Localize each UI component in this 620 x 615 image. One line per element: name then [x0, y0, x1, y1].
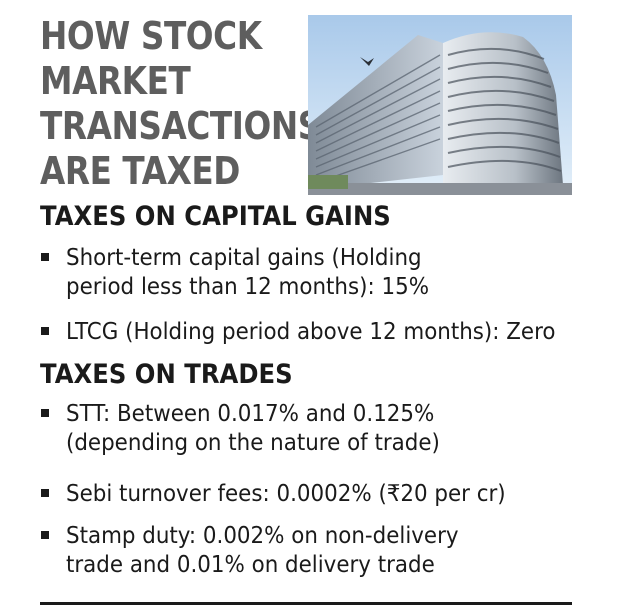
title-line-3: TRANSACTIONS	[40, 104, 321, 148]
title-line-2: MARKET	[40, 59, 191, 103]
capital-gains-heading: TAXES ON CAPITAL GAINS	[40, 201, 391, 232]
building-photo-illustration	[308, 15, 572, 195]
building-photo	[308, 15, 572, 195]
bullet-square-icon	[41, 327, 49, 335]
title-line-4: ARE TAXED	[40, 149, 240, 193]
list-item-text: Stamp duty: 0.002% on non-delivery trade…	[66, 522, 459, 580]
list-item-text: Short-term capital gains (Holding period…	[66, 244, 429, 302]
list-item-line: Stamp duty: 0.002% on non-delivery	[66, 523, 459, 549]
list-item-line: LTCG (Holding period above 12 months): Z…	[66, 319, 556, 345]
bullet-square-icon	[41, 531, 49, 539]
bottom-divider	[40, 602, 572, 605]
list-item-text: STT: Between 0.017% and 0.125% (dependin…	[66, 400, 440, 458]
list-item-line: Short-term capital gains (Holding	[66, 245, 422, 271]
list-item-line: (depending on the nature of trade)	[66, 430, 440, 456]
list-item-line: period less than 12 months): 15%	[66, 274, 430, 300]
title-line-1: HOW STOCK	[40, 14, 262, 58]
bullet-square-icon	[41, 409, 49, 417]
bullet-square-icon	[41, 489, 49, 497]
bullet-square-icon	[41, 253, 49, 261]
list-item-text: LTCG (Holding period above 12 months): Z…	[66, 318, 555, 347]
trades-heading: TAXES ON TRADES	[40, 359, 293, 390]
list-item-text: Sebi turnover fees: 0.0002% (₹20 per cr)	[66, 480, 506, 509]
list-item-line: trade and 0.01% on delivery trade	[66, 552, 435, 578]
list-item-line: STT: Between 0.017% and 0.125%	[66, 401, 435, 427]
page-title: HOW STOCK MARKET TRANSACTIONS ARE TAXED	[40, 14, 321, 194]
list-item-line: Sebi turnover fees: 0.0002% (₹20 per cr)	[66, 481, 506, 507]
